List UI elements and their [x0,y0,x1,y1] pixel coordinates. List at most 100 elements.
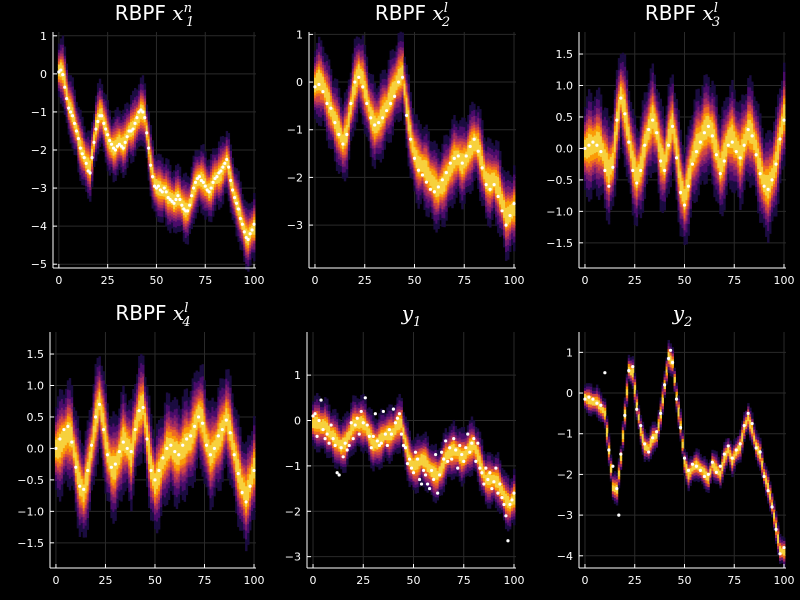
heatmap-cell [247,221,250,225]
heatmap-cell [495,202,498,206]
heatmap-cell [67,101,70,106]
heatmap-cell [407,101,410,105]
heatmap-cell [319,60,323,65]
heatmap-cell [63,73,67,77]
heatmap-cell [391,102,394,106]
heatmap-cell [495,175,498,179]
heatmap-cell [87,139,90,143]
heatmap-cell [383,72,387,76]
heatmap-cell [385,135,389,139]
heatmap-cell [159,174,162,179]
heatmap-cell [425,142,428,146]
data-point [236,207,241,211]
heatmap-cell [93,119,96,123]
heatmap-cell [192,158,195,163]
heatmap-cell [108,160,111,164]
heatmap-cell [139,77,143,81]
heatmap-cell [503,235,506,239]
heatmap-cell [345,109,349,114]
heatmap-cell [229,144,232,148]
heatmap-cell [176,202,180,206]
heatmap-cell [253,198,256,203]
heatmap-cell [381,131,385,136]
heatmap-cell [459,152,462,156]
heatmap-cell [165,187,168,192]
heatmap-cell [323,109,327,113]
data-point [102,121,106,125]
heatmap-cell [365,89,369,93]
heatmap-cell [505,239,508,244]
heatmap-cell [100,128,104,132]
heatmap-cell [77,169,80,173]
heatmap-cell [479,176,482,181]
heatmap-cell [81,175,84,180]
heatmap-cell [120,131,123,135]
heatmap-cell [57,81,61,86]
heatmap-cell [411,149,414,153]
heatmap-cell [165,169,168,174]
heatmap-cell [219,189,223,193]
heatmap-cell [399,84,402,89]
heatmap-cell [71,83,74,87]
heatmap-cell [215,201,219,205]
heatmap-cell [397,59,400,64]
heatmap-cell [361,117,365,122]
heatmap-cell [395,45,398,49]
heatmap-cell [341,166,345,170]
heatmap-cell [85,144,88,148]
heatmap-cell [343,133,347,138]
heatmap-cell [200,148,203,152]
heatmap-cell [419,188,422,193]
heatmap-cell [397,77,400,81]
heatmap-cell [229,153,232,157]
heatmap-cell [379,144,383,148]
heatmap-cell [237,173,240,178]
heatmap-cell [445,211,448,215]
heatmap-cell [445,217,448,221]
heatmap-cell [210,215,213,220]
heatmap-cell [353,124,357,128]
heatmap-cell [379,120,383,125]
heatmap-cell [93,131,96,135]
heatmap-cell [339,97,343,102]
heatmap-cell [57,49,61,53]
heatmap-cell [485,167,488,172]
heatmap-cell [241,220,244,224]
heatmap-cell [171,189,174,194]
heatmap-cell [100,131,104,135]
heatmap-cell [365,130,369,134]
heatmap-cell [487,217,490,221]
heatmap-cell [120,119,123,124]
heatmap-cell [130,159,133,164]
heatmap-cell [371,112,375,117]
heatmap-cell [387,71,391,76]
heatmap-cell [433,176,436,180]
heatmap-cell [377,130,381,134]
heatmap-cell [373,156,377,160]
heatmap-cell [104,144,108,148]
heatmap-cell [421,186,424,190]
heatmap-cell [441,182,444,186]
heatmap-cell [483,158,486,162]
heatmap-cell [210,162,213,167]
heatmap-cell [186,176,190,180]
heatmap-cell [192,199,195,204]
heatmap-cell [335,138,339,142]
heatmap-cell [337,93,341,98]
heatmap-cell [173,191,176,195]
heatmap-cell [491,178,494,182]
heatmap-cell [465,130,468,134]
heatmap-cell [135,110,139,114]
heatmap-cell [339,121,343,125]
heatmap-cell [471,184,474,188]
heatmap-cell [102,128,106,132]
heatmap-cell [315,96,319,100]
heatmap-cell [175,171,178,175]
heatmap-cell [465,189,468,193]
heatmap-cell [503,184,506,189]
heatmap-cell [467,153,470,157]
heatmap-cell [104,132,108,137]
heatmap-cell [196,165,199,169]
heatmap-cell [79,118,82,122]
heatmap-cell [481,140,484,145]
